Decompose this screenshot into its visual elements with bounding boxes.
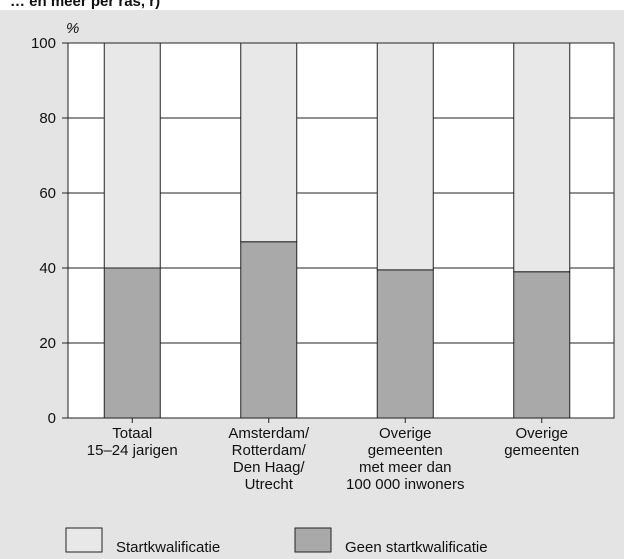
x-tick-label: Den Haag/ xyxy=(233,459,306,476)
bar-segment xyxy=(240,241,298,419)
x-tick-label: Rotterdam/ xyxy=(232,442,307,459)
y-tick-label: 20 xyxy=(39,335,56,352)
y-tick-label: 0 xyxy=(48,410,56,427)
x-tick-label: Overige xyxy=(515,425,568,442)
legend-swatch xyxy=(65,527,103,553)
x-tick-label: 100 000 inwoners xyxy=(346,476,464,493)
top-strip xyxy=(0,0,624,10)
bar-segment xyxy=(103,42,161,269)
bar-segment xyxy=(513,271,571,419)
x-tick-label: Totaal xyxy=(112,425,152,442)
legend-label: Geen startkwalificatie xyxy=(345,539,488,556)
bar-segment xyxy=(376,269,434,419)
legend-label: Startkwalificatie xyxy=(116,539,220,556)
y-tick-label: 80 xyxy=(39,110,56,127)
y-axis: 0 20 40 60 80 100 xyxy=(31,35,68,427)
x-tick-label: met meer dan xyxy=(359,459,452,476)
legend: Startkwalificatie Geen startkwalificatie xyxy=(65,527,488,556)
y-tick-label: 60 xyxy=(39,185,56,202)
bar-segment xyxy=(103,267,161,419)
bar-segment xyxy=(240,42,298,243)
bar-segment xyxy=(376,42,434,271)
x-tick-label: Utrecht xyxy=(245,476,294,493)
x-tick-label: Overige xyxy=(379,425,432,442)
heading-fragment: … en meer per ras, r) xyxy=(10,0,161,10)
x-tick-label: 15–24 jarigen xyxy=(87,442,178,459)
x-tick-label: gemeenten xyxy=(504,442,579,459)
x-tick-label: gemeenten xyxy=(368,442,443,459)
bar-segment xyxy=(513,42,571,273)
x-tick-label: Amsterdam/ xyxy=(228,425,310,442)
y-unit-label: % xyxy=(66,20,79,37)
y-tick-label: 40 xyxy=(39,260,56,277)
legend-swatch xyxy=(294,527,332,553)
bars xyxy=(103,42,571,419)
y-tick-label: 100 xyxy=(31,35,56,52)
